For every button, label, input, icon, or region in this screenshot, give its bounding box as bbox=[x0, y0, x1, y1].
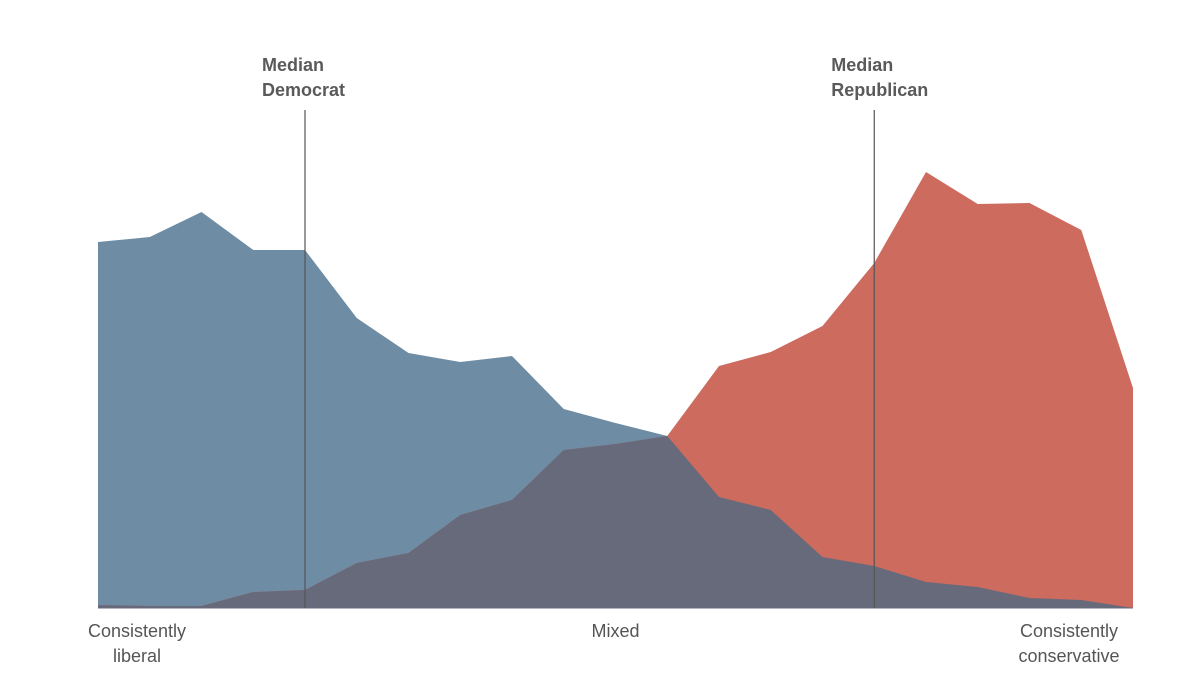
x-axis-label: Consistently bbox=[1020, 621, 1118, 641]
median-label: Republican bbox=[831, 80, 928, 100]
overlap-area bbox=[98, 436, 1133, 608]
median-label: Median bbox=[262, 55, 324, 75]
median-label: Median bbox=[831, 55, 893, 75]
area bbox=[98, 212, 1133, 608]
median-label: Democrat bbox=[262, 80, 345, 100]
x-axis-label: liberal bbox=[113, 646, 161, 666]
x-axis-label: conservative bbox=[1018, 646, 1119, 666]
x-axis-label: Consistently bbox=[88, 621, 186, 641]
x-axis-label: Mixed bbox=[591, 621, 639, 641]
